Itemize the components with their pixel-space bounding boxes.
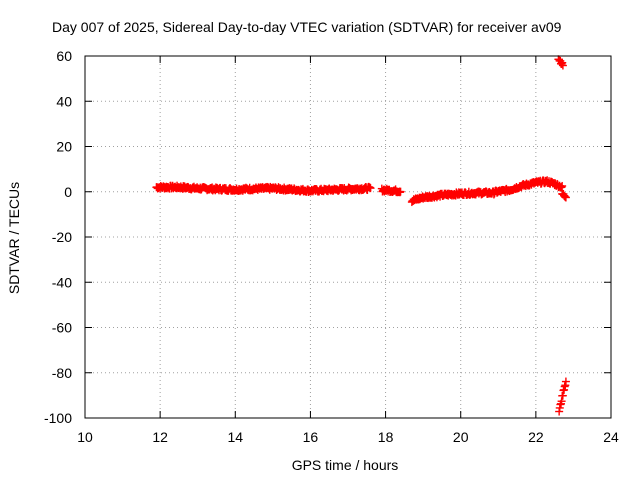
x-tick-label: 24	[603, 429, 619, 445]
x-tick-label: 12	[152, 429, 168, 445]
x-tick-label: 16	[303, 429, 319, 445]
data-point	[558, 181, 567, 190]
y-tick-label: -80	[52, 365, 72, 381]
ticks: 10 12 14 16 18 20 22 24 -100 -80 -60 -40 -20 0 20 40 60	[44, 48, 619, 445]
x-tick-label: 20	[453, 429, 469, 445]
y-tick-label: -100	[44, 410, 72, 426]
x-tick-label: 10	[77, 429, 93, 445]
x-tick-label: 18	[378, 429, 394, 445]
y-tick-label: -20	[52, 229, 72, 245]
data-series	[152, 55, 570, 416]
x-tick-label: 22	[528, 429, 544, 445]
data-point	[396, 187, 405, 196]
y-axis-label: SDTVAR / TECUs	[6, 182, 22, 294]
y-tick-label: 40	[56, 93, 72, 109]
chart-title: Day 007 of 2025, Sidereal Day-to-day VTE…	[52, 19, 562, 35]
data-point	[561, 193, 570, 202]
data-point	[366, 184, 375, 193]
y-tick-label: 60	[56, 48, 72, 64]
grid	[85, 56, 611, 418]
data-point	[561, 377, 570, 386]
y-tick-label: -40	[52, 274, 72, 290]
y-tick-label: 0	[64, 184, 72, 200]
x-tick-label: 14	[227, 429, 243, 445]
x-axis-label: GPS time / hours	[292, 457, 399, 473]
y-tick-label: -60	[52, 320, 72, 336]
data-point	[558, 61, 567, 70]
y-tick-label: 20	[56, 139, 72, 155]
